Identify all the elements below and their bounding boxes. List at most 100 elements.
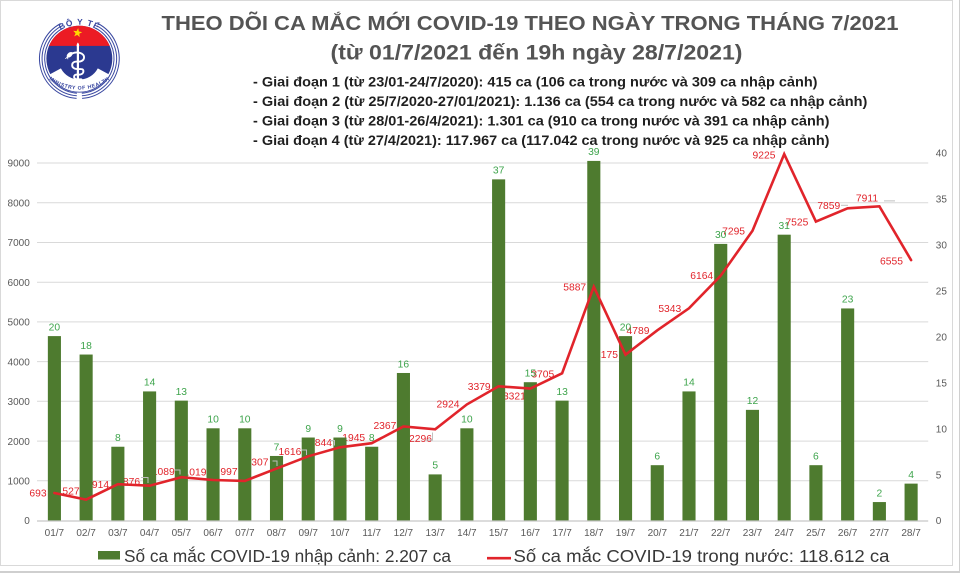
svg-text:08/7: 08/7 bbox=[267, 528, 287, 539]
svg-text:14: 14 bbox=[144, 378, 156, 389]
svg-text:7859: 7859 bbox=[817, 201, 840, 212]
svg-text:Số ca mắc COVID-19 nhập cảnh:: Số ca mắc COVID-19 nhập cảnh: 2.207 ca bbox=[124, 545, 451, 566]
svg-text:5: 5 bbox=[432, 461, 438, 472]
svg-text:1089: 1089 bbox=[152, 467, 175, 478]
svg-text:5343: 5343 bbox=[658, 304, 681, 315]
svg-text:3705: 3705 bbox=[531, 370, 554, 381]
svg-text:7000: 7000 bbox=[8, 238, 31, 249]
svg-text:6: 6 bbox=[813, 452, 819, 463]
svg-text:14: 14 bbox=[683, 378, 695, 389]
svg-text:- Giai đoạn 2 (từ 25/7/2020-27: - Giai đoạn 2 (từ 25/7/2020-27/01/2021):… bbox=[253, 93, 867, 109]
svg-text:1945: 1945 bbox=[342, 433, 365, 444]
svg-text:12/7: 12/7 bbox=[394, 528, 414, 539]
svg-text:07/7: 07/7 bbox=[235, 528, 255, 539]
svg-text:20: 20 bbox=[936, 332, 948, 343]
svg-text:4789: 4789 bbox=[627, 326, 650, 337]
svg-text:01/7: 01/7 bbox=[45, 528, 65, 539]
svg-text:BỘ Y TẾ: BỘ Y TẾ bbox=[57, 16, 102, 32]
svg-text:10: 10 bbox=[207, 415, 219, 426]
svg-text:37: 37 bbox=[493, 166, 505, 177]
svg-text:35: 35 bbox=[936, 195, 948, 206]
svg-text:9225: 9225 bbox=[753, 151, 776, 162]
svg-text:03/7: 03/7 bbox=[108, 528, 128, 539]
svg-text:1616: 1616 bbox=[278, 447, 301, 458]
svg-text:26/7: 26/7 bbox=[838, 528, 858, 539]
svg-text:5000: 5000 bbox=[8, 318, 31, 329]
svg-text:16/7: 16/7 bbox=[521, 528, 541, 539]
svg-text:6000: 6000 bbox=[8, 278, 31, 289]
svg-text:7911: 7911 bbox=[856, 193, 878, 204]
svg-text:23: 23 bbox=[842, 295, 854, 306]
svg-text:8000: 8000 bbox=[8, 198, 31, 209]
svg-text:2367: 2367 bbox=[373, 421, 396, 432]
svg-text:(từ 01/7/2021 đến 19h ngày 28/: (từ 01/7/2021 đến 19h ngày 28/7/2021) bbox=[331, 42, 743, 65]
svg-text:17/7: 17/7 bbox=[552, 528, 572, 539]
svg-text:1844: 1844 bbox=[309, 438, 332, 449]
svg-text:- Giai đoạn 3 (từ 28/01-26/4/2: - Giai đoạn 3 (từ 28/01-26/4/2021): 1.30… bbox=[253, 112, 829, 128]
svg-text:Số ca mắc COVID-19 trong nước:: Số ca mắc COVID-19 trong nước: 118.612 c… bbox=[514, 545, 890, 566]
svg-text:2296: 2296 bbox=[409, 434, 432, 445]
svg-text:5: 5 bbox=[936, 470, 942, 481]
svg-text:7295: 7295 bbox=[722, 226, 745, 237]
svg-text:9: 9 bbox=[337, 424, 343, 435]
svg-text:14/7: 14/7 bbox=[457, 528, 477, 539]
svg-text:3000: 3000 bbox=[8, 397, 31, 408]
svg-text:13: 13 bbox=[176, 387, 188, 398]
svg-text:6555: 6555 bbox=[880, 256, 903, 267]
svg-text:2: 2 bbox=[877, 488, 883, 499]
svg-text:0: 0 bbox=[936, 516, 942, 527]
svg-text:3321: 3321 bbox=[503, 391, 526, 402]
svg-text:19/7: 19/7 bbox=[616, 528, 636, 539]
svg-text:16: 16 bbox=[398, 359, 410, 370]
svg-text:1019: 1019 bbox=[184, 468, 207, 479]
svg-text:18: 18 bbox=[80, 341, 92, 352]
svg-text:20: 20 bbox=[49, 322, 61, 333]
svg-text:20: 20 bbox=[620, 322, 632, 333]
svg-text:9: 9 bbox=[305, 424, 311, 435]
svg-text:6164: 6164 bbox=[690, 271, 713, 282]
svg-text:15/7: 15/7 bbox=[489, 528, 509, 539]
svg-text:31: 31 bbox=[778, 221, 790, 232]
svg-text:5887: 5887 bbox=[563, 282, 586, 293]
svg-text:11/7: 11/7 bbox=[362, 528, 381, 539]
svg-text:04/7: 04/7 bbox=[140, 528, 160, 539]
svg-text:- Giai đoạn 1 (từ 23/01-24/7/2: - Giai đoạn 1 (từ 23/01-24/7/2020): 415 … bbox=[253, 73, 818, 89]
svg-text:18/7: 18/7 bbox=[584, 528, 604, 539]
svg-text:25: 25 bbox=[936, 287, 948, 298]
svg-text:09/7: 09/7 bbox=[298, 528, 318, 539]
svg-text:9000: 9000 bbox=[8, 159, 31, 170]
svg-text:527: 527 bbox=[62, 486, 79, 497]
svg-text:13/7: 13/7 bbox=[425, 528, 445, 539]
svg-text:914: 914 bbox=[92, 480, 109, 491]
svg-text:1307: 1307 bbox=[246, 458, 269, 469]
svg-text:27/7: 27/7 bbox=[870, 528, 890, 539]
svg-text:THEO DÕI CA MẮC MỚI COVID-19 T: THEO DÕI CA MẮC MỚI COVID-19 THEO NGÀY T… bbox=[162, 11, 899, 35]
svg-text:24/7: 24/7 bbox=[774, 528, 794, 539]
svg-text:10: 10 bbox=[936, 424, 948, 435]
svg-text:06/7: 06/7 bbox=[203, 528, 223, 539]
svg-text:2924: 2924 bbox=[437, 400, 460, 411]
svg-text:2000: 2000 bbox=[8, 437, 31, 448]
svg-text:8: 8 bbox=[369, 433, 375, 444]
svg-text:21/7: 21/7 bbox=[679, 528, 699, 539]
svg-text:28/7: 28/7 bbox=[901, 528, 921, 539]
svg-text:4: 4 bbox=[908, 470, 914, 481]
svg-text:15: 15 bbox=[936, 378, 948, 389]
svg-text:10/7: 10/7 bbox=[330, 528, 350, 539]
svg-text:876: 876 bbox=[123, 477, 140, 488]
svg-text:22/7: 22/7 bbox=[711, 528, 731, 539]
svg-text:20/7: 20/7 bbox=[648, 528, 668, 539]
svg-text:4000: 4000 bbox=[8, 357, 31, 368]
svg-text:02/7: 02/7 bbox=[76, 528, 96, 539]
svg-text:10: 10 bbox=[461, 415, 473, 426]
svg-text:7: 7 bbox=[274, 442, 280, 453]
svg-text:0: 0 bbox=[24, 516, 30, 527]
svg-text:25/7: 25/7 bbox=[806, 528, 826, 539]
svg-text:12: 12 bbox=[747, 396, 759, 407]
svg-text:39: 39 bbox=[588, 147, 600, 158]
svg-text:05/7: 05/7 bbox=[172, 528, 192, 539]
svg-text:8: 8 bbox=[115, 433, 121, 444]
svg-text:4175: 4175 bbox=[595, 350, 618, 361]
svg-text:3379: 3379 bbox=[468, 382, 491, 393]
svg-text:7525: 7525 bbox=[785, 217, 808, 228]
